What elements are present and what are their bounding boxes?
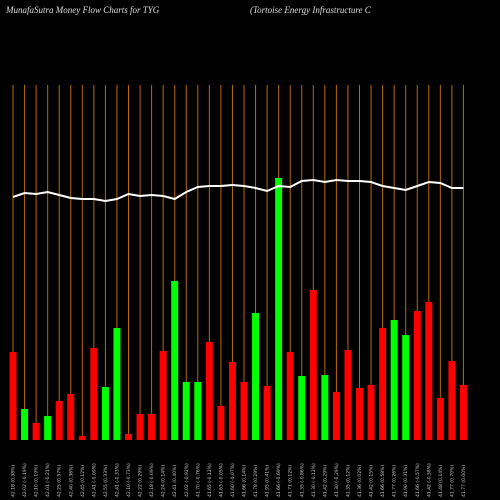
x-tick-label: 41.30 (-0.29%) — [334, 463, 340, 497]
bar — [332, 392, 340, 440]
x-tick-label: 41.63 (-0.05%) — [218, 463, 224, 497]
bar — [228, 362, 236, 440]
x-tick-label: 42.24 (0.14%) — [161, 465, 167, 497]
bar — [205, 342, 213, 440]
x-tick-label: 42.02 (-0.19%) — [22, 463, 28, 497]
bar — [194, 382, 202, 440]
x-tick-label: 41.48 (0.14%) — [438, 465, 444, 497]
bar — [101, 387, 109, 440]
bar — [436, 398, 444, 440]
x-tick-label: 41.66 (-0.57%) — [415, 463, 421, 497]
x-tick-label: 41.42 (-0.58%) — [426, 463, 432, 497]
x-tick-label: 41.90 (0.31%) — [403, 465, 409, 497]
x-tick-label: 41.77 (0.26%) — [392, 465, 398, 497]
x-tick-label: 41.42 (0.29%) — [322, 465, 328, 497]
bar — [413, 311, 421, 440]
bar — [390, 320, 398, 440]
bar — [21, 409, 29, 440]
bar — [448, 361, 456, 440]
bar — [55, 401, 63, 440]
x-tick-label: 41.65 (-0.12%) — [207, 463, 213, 497]
bar — [113, 328, 121, 440]
x-tick-label: 42.22 (0.29%) — [138, 465, 144, 497]
bar — [344, 350, 352, 440]
bar — [356, 388, 363, 440]
bar — [217, 406, 225, 440]
bar — [9, 352, 17, 440]
x-tick-label: 41.30 (-0.12%) — [311, 463, 317, 497]
bar — [182, 382, 190, 440]
bar — [298, 376, 306, 440]
x-tick-label: 42.41 (-0.33%) — [114, 463, 120, 497]
x-tick-label: 42.02 (-0.92%) — [184, 463, 190, 497]
bar — [240, 382, 248, 440]
x-tick-label: 41.42 (0.15%) — [369, 465, 375, 497]
x-tick-label: 42.41 (0.40%) — [172, 465, 178, 497]
x-tick-label: 41.95 (0.41%) — [265, 465, 271, 497]
bar — [136, 414, 144, 440]
x-tick-label: 41.66 (-0.69%) — [276, 463, 282, 497]
x-tick-label: 42.10 (-0.73%) — [126, 463, 132, 497]
bar — [263, 386, 271, 440]
bar — [90, 348, 98, 440]
bar — [67, 394, 75, 440]
bar — [148, 414, 156, 440]
x-tick-label: 42.55 (0.33%) — [103, 465, 109, 497]
x-tick-label: 41.77 (0.70%) — [449, 465, 455, 497]
chart-title: MunafaSutra Money Flow Charts for TYG — [5, 5, 160, 15]
x-tick-label: 41.71 (0.12%) — [288, 465, 294, 497]
x-tick-label: 41.35 (0.12%) — [345, 465, 351, 497]
bar — [44, 416, 52, 440]
bar — [275, 178, 283, 440]
bar — [425, 302, 433, 440]
bar — [379, 328, 387, 440]
bar — [367, 385, 375, 440]
x-tick-label: 41.78 (0.29%) — [253, 465, 259, 497]
bar — [459, 385, 467, 440]
x-tick-label: 41.60 (-0.07%) — [230, 463, 236, 497]
bar — [309, 290, 317, 440]
x-tick-label: 42.45 (0.12%) — [80, 465, 86, 497]
bar — [171, 281, 179, 440]
x-tick-label: 41.66 (0.14%) — [242, 465, 248, 497]
x-tick-label: 42.18 (-0.09%) — [149, 463, 155, 497]
x-tick-label: 42.40 (0.36%) — [68, 465, 74, 497]
bar — [402, 335, 410, 440]
bar — [159, 351, 167, 440]
x-tick-label: 42.41 (-0.09%) — [91, 463, 97, 497]
x-tick-label: 42.10 (0.19%) — [34, 465, 40, 497]
bar — [78, 436, 86, 440]
bar — [32, 423, 40, 440]
chart-subtitle: (Tortoise Energy Infrastructure C — [250, 5, 372, 15]
price-line — [12, 178, 464, 203]
x-tick-label: 41.66 (0.58%) — [380, 465, 386, 497]
x-tick-label: 42.18 (0.38%) — [11, 465, 17, 497]
bar — [252, 313, 260, 440]
x-tick-label: 41.77 (0.00%) — [461, 465, 467, 497]
x-tick-label: 41.36 (0.02%) — [357, 465, 363, 497]
x-tick-label: 42.01 (-0.21%) — [45, 463, 51, 497]
bar — [286, 352, 294, 440]
x-tick-label: 41.35 (-0.86%) — [299, 463, 305, 497]
x-tick-label: 42.25 (0.57%) — [57, 465, 63, 497]
x-tick-label: 41.70 (-0.76%) — [195, 463, 201, 497]
bar — [125, 434, 132, 440]
bar — [321, 375, 329, 440]
